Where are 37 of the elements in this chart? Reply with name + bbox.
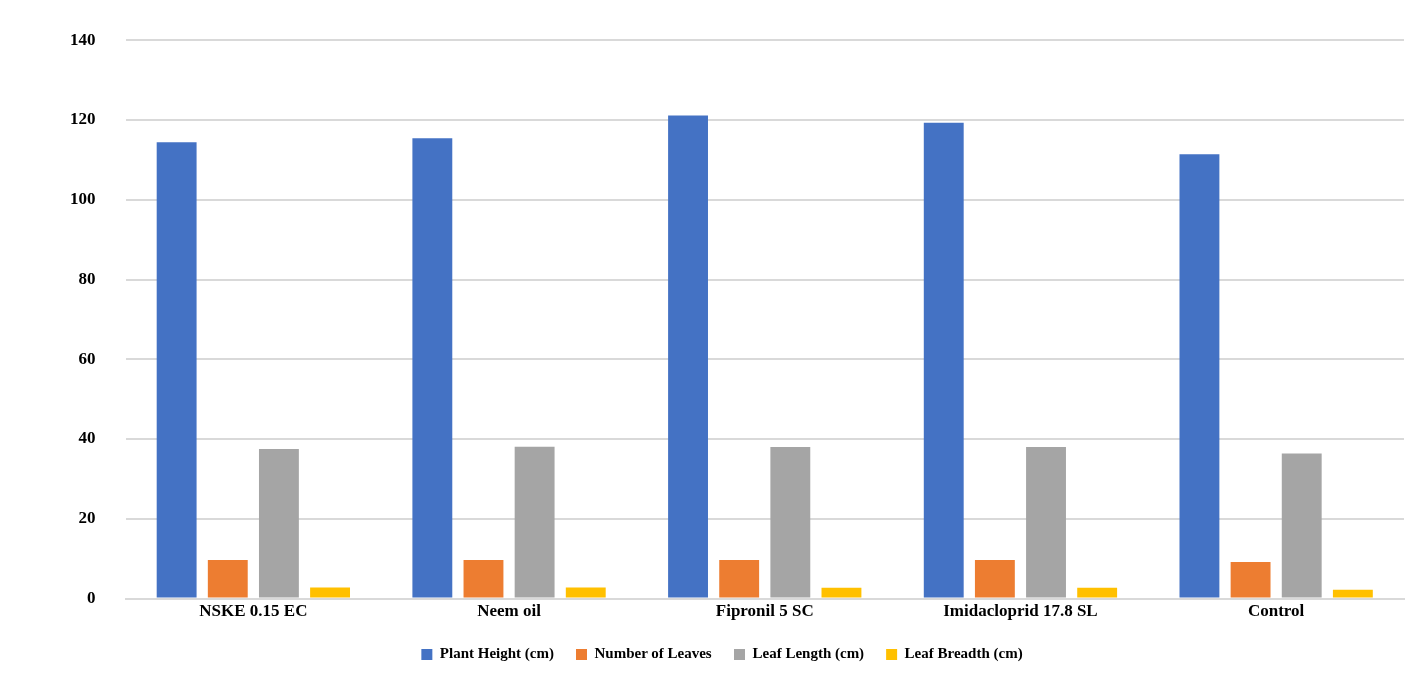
bar [1179,154,1220,598]
bar [463,559,504,598]
legend-label: Leaf Breadth (cm) [904,645,1023,663]
bar [770,447,811,598]
x-tick-label: Imidacloprid 17.8 SL [943,601,1098,621]
bar [821,587,862,598]
y-tick-label: 80 [78,268,96,288]
y-tick-label: 0 [87,587,96,607]
legend-label: Plant Height (cm) [439,645,554,663]
bar [1332,589,1373,598]
bar [1281,453,1322,598]
y-tick-label: 40 [78,428,96,448]
bar [310,587,351,598]
x-tick-label: NSKE 0.15 EC [199,601,308,621]
bar [258,449,299,598]
y-tick-label: 100 [70,189,96,209]
y-tick-label: 120 [70,109,96,129]
bar [1230,561,1271,598]
bar [156,142,197,598]
bar [565,587,606,598]
y-tick-label: 20 [78,508,96,528]
bar [974,559,1015,598]
x-tick-label: Neem oil [477,601,542,621]
y-tick-label: 140 [70,29,96,49]
bar [412,138,453,598]
y-tick-label: 60 [78,348,96,368]
bar [719,559,760,598]
bar [1026,447,1066,598]
bar [923,122,964,598]
legend-label: Number of Leaves [594,645,712,662]
bar [1077,587,1118,598]
x-tick-label: Control [1247,601,1305,621]
bar [668,115,708,598]
legend-label: Leaf Length (cm) [752,645,865,663]
bar [207,559,248,598]
x-tick-label: Fipronil 5 SC [715,601,814,621]
bar [514,446,555,598]
